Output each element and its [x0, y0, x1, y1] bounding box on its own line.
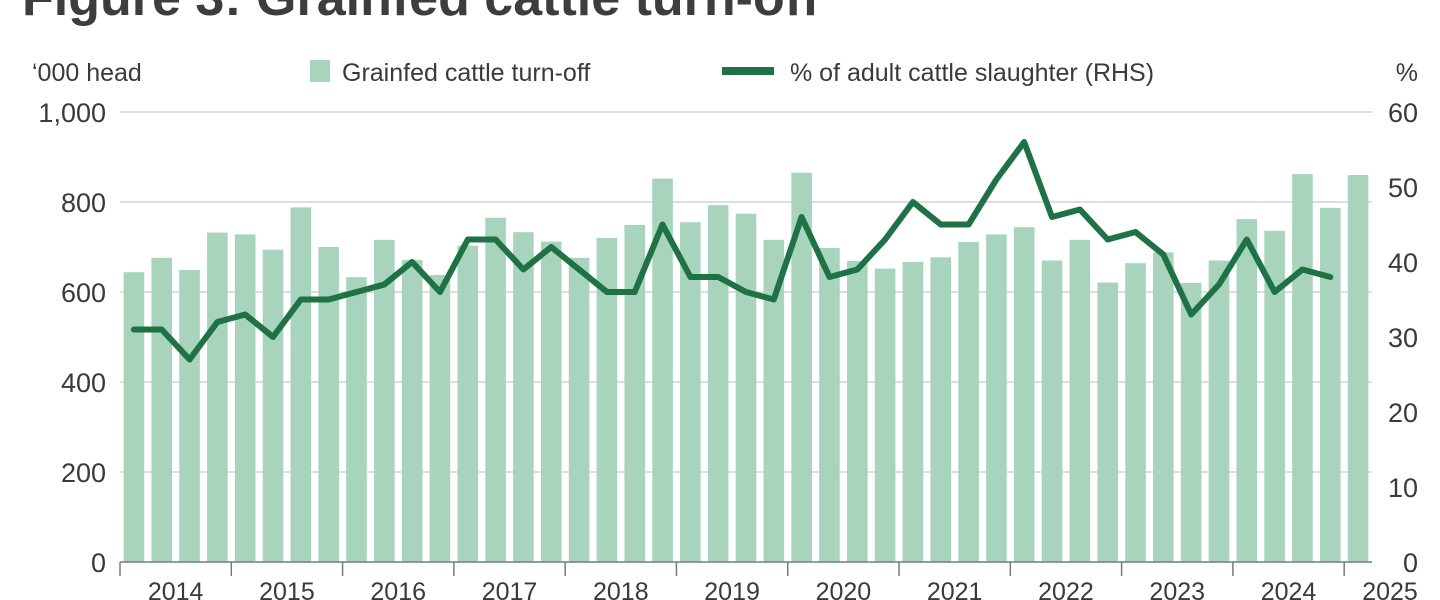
- x-tick-label: 2025: [1362, 578, 1418, 600]
- line-series: [130, 139, 1334, 363]
- bar: [290, 207, 312, 562]
- bar: [874, 268, 896, 562]
- bar: [1013, 227, 1035, 562]
- right-tick-label: 10: [1388, 473, 1418, 503]
- legend-line-swatch: [722, 67, 774, 75]
- right-tick-label: 40: [1388, 248, 1418, 278]
- bar: [1208, 260, 1230, 562]
- bar: [179, 269, 200, 562]
- x-tick-label: 2021: [927, 578, 983, 600]
- bar: [318, 247, 339, 562]
- bar: [624, 224, 646, 562]
- bar: [429, 274, 451, 562]
- bar: [1319, 207, 1341, 562]
- right-tick-label: 0: [1403, 548, 1418, 578]
- right-tick-label: 30: [1388, 323, 1418, 353]
- bar: [513, 232, 534, 562]
- left-tick-label: 800: [61, 188, 106, 218]
- bar: [457, 245, 479, 562]
- bar: [1097, 282, 1118, 562]
- bar: [707, 205, 729, 562]
- bar: [735, 213, 757, 562]
- left-tick-label: 400: [61, 368, 106, 398]
- x-tick-label: 2020: [816, 578, 872, 600]
- x-tick-label: 2023: [1149, 578, 1205, 600]
- bar: [151, 257, 173, 562]
- bar: [262, 249, 284, 562]
- legend-line-label: % of adult cattle slaughter (RHS): [790, 59, 1154, 87]
- bar: [374, 239, 395, 563]
- bar: [1180, 283, 1202, 562]
- bar: [207, 232, 228, 562]
- left-tick-label: 200: [61, 458, 106, 488]
- right-tick-label: 20: [1388, 398, 1418, 428]
- bar: [958, 242, 979, 563]
- bar: [346, 277, 367, 562]
- bar: [234, 234, 256, 562]
- x-tick-label: 2022: [1038, 578, 1094, 600]
- bar: [819, 247, 840, 562]
- bar: [1153, 252, 1174, 562]
- bar: [652, 178, 673, 562]
- bar: [568, 257, 590, 562]
- chart-title: Figure 3: Grainfed cattle turn-off: [22, 0, 819, 28]
- bar: [1069, 239, 1091, 563]
- x-tick-label: 2018: [593, 578, 649, 600]
- bar: [1292, 174, 1313, 562]
- bar: [596, 238, 618, 562]
- bar: [846, 260, 868, 562]
- bar: [986, 234, 1007, 562]
- x-tick-label: 2014: [148, 578, 204, 600]
- x-tick-label: 2015: [259, 578, 315, 600]
- bar: [1041, 260, 1063, 562]
- series-line: [130, 139, 1334, 363]
- bar: [1347, 175, 1369, 562]
- right-axis-unit: %: [1396, 59, 1418, 87]
- right-tick-label: 60: [1388, 98, 1418, 128]
- bar: [540, 241, 562, 562]
- bar: [1236, 219, 1258, 562]
- bar: [791, 172, 812, 562]
- bar: [930, 257, 952, 562]
- legend-bar-swatch: [310, 60, 330, 82]
- bar: [902, 261, 924, 562]
- legend-bar-label: Grainfed cattle turn-off: [342, 59, 590, 87]
- bar: [401, 260, 423, 562]
- bar-series: [123, 172, 1369, 563]
- right-tick-label: 50: [1388, 173, 1418, 203]
- x-tick-label: 2016: [370, 578, 426, 600]
- left-axis-unit: ‘000 head: [32, 59, 142, 87]
- left-tick-label: 600: [61, 278, 106, 308]
- bar: [123, 272, 145, 562]
- left-tick-label: 0: [91, 548, 106, 578]
- bar: [1125, 263, 1146, 562]
- axes: 0 200 400 600 800 1,000 0 10 20 30 40 50 60 2014 2015 2…: [38, 98, 1418, 600]
- bar: [763, 239, 785, 563]
- x-tick-label: 2019: [704, 578, 760, 600]
- x-tick-label: 2017: [482, 578, 538, 600]
- x-tick-label: 2024: [1261, 578, 1317, 600]
- left-tick-label: 1,000: [38, 98, 106, 128]
- bar: [680, 222, 701, 562]
- bar: [1264, 230, 1285, 563]
- bar: [485, 217, 506, 562]
- legend: Grainfed cattle turn-off % of adult catt…: [310, 59, 1154, 87]
